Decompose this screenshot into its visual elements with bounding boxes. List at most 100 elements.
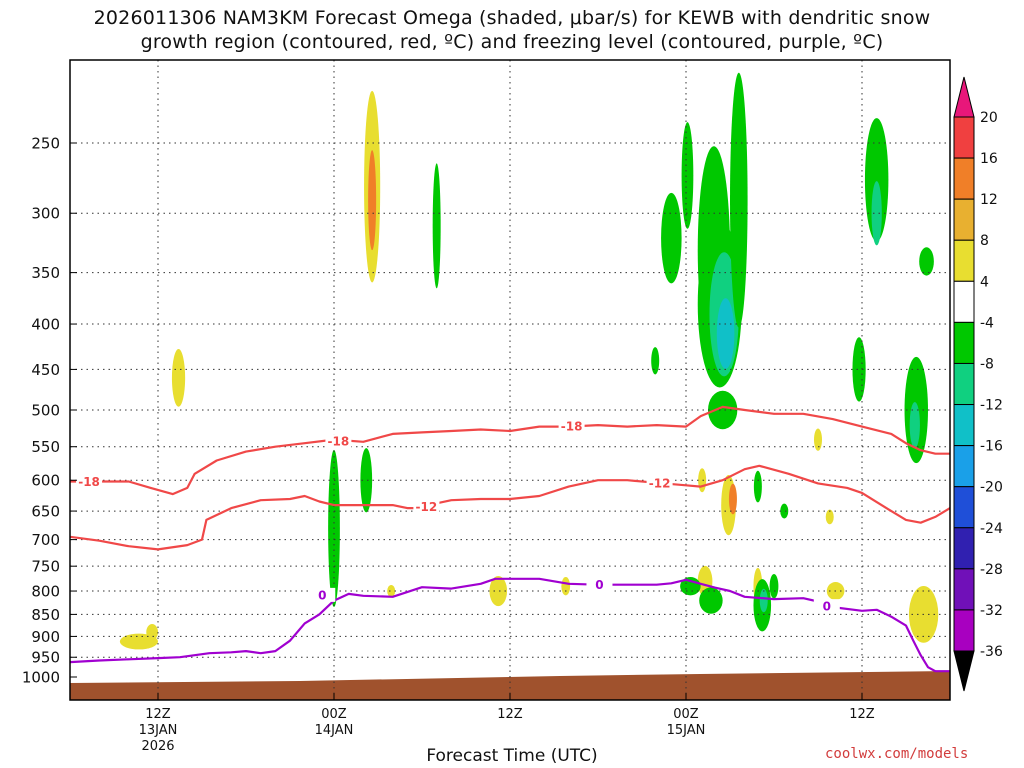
colorbar-band-7 xyxy=(953,404,975,447)
contour-neg12 xyxy=(70,464,950,551)
contour-label-0-0: -18 xyxy=(78,475,100,489)
omega-region-22 xyxy=(698,468,707,493)
colorbar-band-10 xyxy=(953,527,975,570)
y-tick-label-550: 550 xyxy=(31,438,60,456)
omega-region-2 xyxy=(432,163,441,289)
omega-region-11 xyxy=(661,192,682,284)
chart-title-line1: 2026011306 NAM3KM Forecast Omega (shaded… xyxy=(93,7,931,29)
contour-label-bg-2-2 xyxy=(813,599,840,614)
omega-region-5 xyxy=(146,623,158,641)
omega-region-28 xyxy=(759,588,768,613)
contour-neg18 xyxy=(70,405,950,496)
colorbar-band-6 xyxy=(953,362,975,406)
source-credit: coolwx.com/models xyxy=(825,746,969,762)
omega-region-1 xyxy=(368,150,377,251)
x-tick-year-0: 2026 xyxy=(141,739,174,754)
contour-label-0-1: -18 xyxy=(328,435,350,449)
contour-label-1-0: -12 xyxy=(416,500,438,514)
colorbar-band-2 xyxy=(953,198,975,241)
colorbar-label-13: -36 xyxy=(980,644,1003,660)
omega-region-7 xyxy=(360,448,373,513)
colorbar-label-7: -12 xyxy=(980,398,1003,414)
x-axis-label: Forecast Time (UTC) xyxy=(426,746,598,766)
y-tick-label-750: 750 xyxy=(31,558,60,576)
colorbar-band-12 xyxy=(953,609,975,652)
omega-region-12 xyxy=(651,347,660,375)
omega-region-17 xyxy=(716,298,735,369)
omega-region-18 xyxy=(708,390,738,430)
colorbar-bottom-arrow xyxy=(953,650,975,692)
colorbar-band-9 xyxy=(953,486,975,529)
contour-label-2-1: 0 xyxy=(595,578,603,592)
colorbar-band-1 xyxy=(953,157,975,200)
y-tick-label-950: 950 xyxy=(31,649,60,667)
colorbar-band-0 xyxy=(953,116,975,159)
colorbar-label-2: 12 xyxy=(980,192,998,208)
omega-region-38 xyxy=(852,337,866,402)
chart-title-line2: growth region (contoured, red, ºC) and f… xyxy=(140,31,884,53)
y-tick-label-800: 800 xyxy=(31,583,60,601)
y-tick-label-700: 700 xyxy=(31,531,60,549)
colorbar-label-12: -32 xyxy=(980,603,1003,619)
omega-shading-layer xyxy=(119,72,939,650)
colorbar-band-11 xyxy=(953,568,975,611)
contour-label-bg-1-0 xyxy=(413,499,440,514)
y-tick-label-900: 900 xyxy=(31,628,60,646)
colorbar-band-8 xyxy=(953,445,975,488)
colorbar-top-arrow xyxy=(953,76,975,118)
contour-layer: -18 -18 -18 -12 -12 0 0 0 xyxy=(70,405,950,673)
colorbar-band-3 xyxy=(953,239,975,282)
omega-region-29 xyxy=(769,574,779,599)
contour-label-bg-1-1 xyxy=(646,475,673,490)
y-tick-label-1000: 1000 xyxy=(22,669,60,687)
x-tick-date-0: 13JAN xyxy=(139,723,178,738)
omega-region-13 xyxy=(681,122,694,229)
terrain-layer xyxy=(70,671,950,700)
terrain-fill xyxy=(70,671,950,700)
colorbar-label-10: -24 xyxy=(980,521,1003,537)
contour-label-bg-2-1 xyxy=(586,577,613,592)
y-tick-label-450: 450 xyxy=(31,361,60,379)
x-tick-label-0: 12Z xyxy=(145,707,171,722)
contour-label-2-0: 0 xyxy=(318,588,326,602)
y-tick-label-650: 650 xyxy=(31,503,60,521)
x-tick-date-1: 14JAN xyxy=(315,723,354,738)
contour-label-bg-0-2 xyxy=(558,418,585,433)
x-tick-label-1: 00Z xyxy=(321,707,347,722)
omega-region-24 xyxy=(699,587,723,614)
colorbar-label-6: -8 xyxy=(980,356,994,372)
omega-region-40 xyxy=(909,401,920,449)
contour-label-2-2: 0 xyxy=(823,600,831,614)
x-tick-date-3: 15JAN xyxy=(667,723,706,738)
colorbar-band-4 xyxy=(953,280,975,323)
contour-label-0-2: -18 xyxy=(561,419,583,433)
contour-label-bg-0-1 xyxy=(325,434,352,449)
colorbar-label-8: -16 xyxy=(980,439,1003,455)
y-tick-label-600: 600 xyxy=(31,472,60,490)
contour-label-bg-0-0 xyxy=(76,474,103,489)
colorbar-label-5: -4 xyxy=(980,315,994,331)
omega-region-32 xyxy=(814,428,822,451)
grid-layer xyxy=(70,60,950,700)
axes-layer: 250 300 350 400 450 500 550 600 650 700 750 800 850 9… xyxy=(22,59,951,754)
x-tick-label-3: 00Z xyxy=(673,707,699,722)
y-tick-label-350: 350 xyxy=(31,264,60,282)
colorbar-label-9: -20 xyxy=(980,480,1003,496)
colorbar-label-4: 4 xyxy=(980,274,989,290)
y-tick-label-850: 850 xyxy=(31,606,60,624)
colorbar-label-3: 8 xyxy=(980,233,989,249)
y-tick-label-500: 500 xyxy=(31,402,60,420)
omega-region-37 xyxy=(919,247,934,276)
omega-region-19 xyxy=(730,72,748,328)
colorbar: 20 16 12 8 4 -4 -8 -12 -16 -20 -24 -28 -32 -36 xyxy=(953,76,1003,692)
colorbar-label-1: 16 xyxy=(980,151,998,167)
omega-region-35 xyxy=(864,118,889,242)
omega-region-3 xyxy=(171,349,186,407)
omega-region-10 xyxy=(561,577,571,596)
chart-title: 2026011306 NAM3KM Forecast Omega (shaded… xyxy=(0,6,1024,54)
y-tick-label-300: 300 xyxy=(31,205,60,223)
y-tick-label-250: 250 xyxy=(31,135,60,153)
colorbar-label-0: 20 xyxy=(980,110,998,126)
omega-region-9 xyxy=(489,575,508,607)
